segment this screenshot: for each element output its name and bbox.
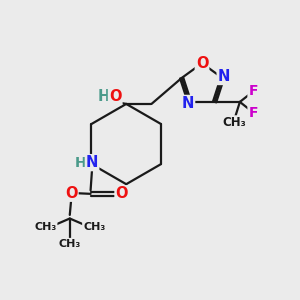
Text: CH₃: CH₃ bbox=[34, 222, 56, 233]
Text: N: N bbox=[86, 155, 98, 170]
Text: CH₃: CH₃ bbox=[223, 116, 246, 129]
Text: O: O bbox=[196, 56, 208, 71]
Text: N: N bbox=[182, 96, 194, 111]
Text: O: O bbox=[109, 89, 122, 104]
Text: F: F bbox=[248, 106, 258, 120]
Text: O: O bbox=[116, 186, 128, 201]
Text: CH₃: CH₃ bbox=[83, 222, 105, 233]
Text: F: F bbox=[248, 84, 258, 98]
Text: N: N bbox=[218, 69, 230, 84]
Text: H: H bbox=[74, 156, 86, 170]
Text: H: H bbox=[97, 89, 110, 104]
Text: CH₃: CH₃ bbox=[59, 239, 81, 249]
Text: O: O bbox=[65, 186, 77, 201]
